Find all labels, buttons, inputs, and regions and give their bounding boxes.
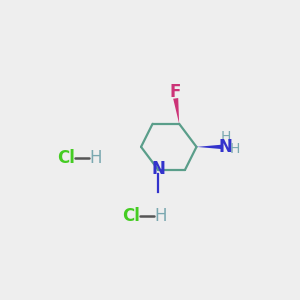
- Text: Cl: Cl: [57, 149, 75, 167]
- Polygon shape: [173, 98, 179, 124]
- Text: H: H: [154, 207, 167, 225]
- Text: Cl: Cl: [122, 207, 140, 225]
- Text: H: H: [90, 149, 102, 167]
- Text: F: F: [169, 83, 181, 101]
- Text: N: N: [219, 138, 233, 156]
- Text: H: H: [220, 130, 231, 144]
- Polygon shape: [196, 145, 223, 149]
- Text: N: N: [152, 160, 165, 178]
- Text: H: H: [230, 142, 240, 156]
